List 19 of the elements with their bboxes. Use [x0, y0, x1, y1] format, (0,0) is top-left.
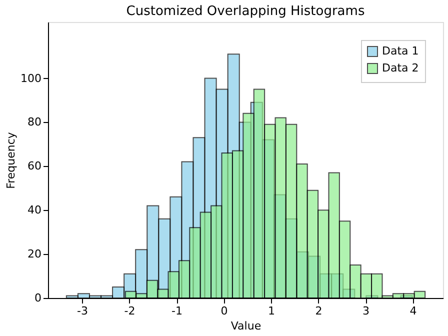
x-tick-label: 4 — [410, 304, 417, 318]
x-tick-label: 1 — [268, 304, 276, 318]
x-tick-label: -2 — [124, 304, 136, 318]
y-tick-label: 0 — [34, 292, 42, 304]
x-tick-label: -3 — [77, 304, 88, 318]
y-axis-title: Frequency — [4, 132, 18, 189]
x-tick-label: 0 — [220, 304, 228, 318]
y-tick-label: 40 — [28, 204, 42, 217]
y-tick-label: 80 — [28, 116, 42, 129]
legend-label: Data 1 — [382, 44, 419, 58]
x-axis-title: Value — [230, 320, 262, 332]
x-tick-label: 2 — [315, 304, 322, 318]
x-tick-label: -1 — [172, 304, 182, 318]
y-tick-label: 20 — [28, 248, 42, 261]
y-tick-label: 60 — [28, 160, 42, 173]
x-tick-label: 3 — [362, 304, 370, 318]
y-tick-label: 100 — [20, 72, 42, 85]
chart-title: Customized Overlapping Histograms — [126, 4, 365, 19]
legend-label: Data 2 — [382, 62, 419, 74]
